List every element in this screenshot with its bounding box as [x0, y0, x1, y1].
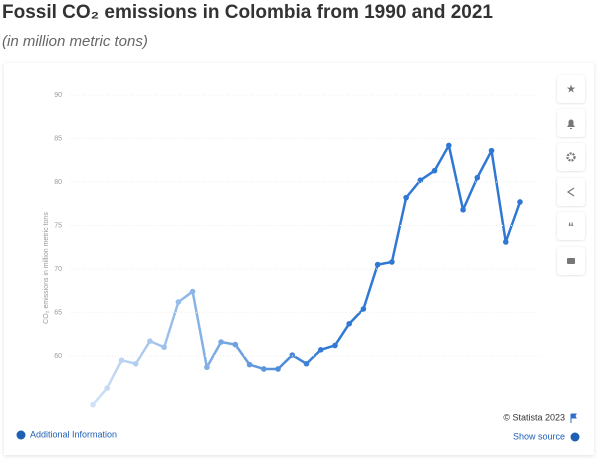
card	[4, 63, 594, 455]
bell-icon	[567, 119, 575, 129]
favorite-button[interactable]	[557, 75, 585, 103]
data-point	[275, 366, 281, 372]
y-tick-label: 85	[54, 135, 62, 142]
flag-icon	[570, 413, 577, 423]
plot	[90, 142, 523, 408]
data-point	[189, 288, 196, 295]
data-point	[261, 366, 267, 372]
data-point	[474, 174, 481, 181]
data-point	[104, 385, 111, 391]
data-point	[374, 261, 381, 268]
print-icon	[567, 258, 575, 264]
data-point	[218, 339, 224, 345]
y-tick-label: 90	[54, 92, 62, 99]
share-button[interactable]	[557, 178, 585, 206]
data-point	[204, 364, 210, 371]
cite-button[interactable]	[557, 212, 585, 240]
data-point	[132, 360, 139, 367]
data-point	[346, 320, 353, 327]
data-point	[147, 338, 153, 344]
credit: © Statista 2023	[503, 412, 565, 422]
y-tick-label: 75	[54, 222, 62, 229]
tool-buttons: ★ “	[557, 75, 585, 275]
data-point	[161, 344, 167, 351]
info-icon	[16, 430, 26, 440]
data-point	[118, 357, 125, 364]
data-point	[232, 341, 239, 348]
data-point	[175, 299, 182, 305]
y-tick-label: 60	[54, 353, 62, 360]
data-point	[431, 167, 438, 174]
data-point	[332, 342, 338, 349]
settings-button[interactable]	[557, 143, 585, 171]
data-point	[90, 401, 96, 408]
data-point	[389, 259, 395, 265]
chart-title: Fossil CO₂ emissions in Colombia from 19…	[2, 2, 493, 23]
data-point	[317, 347, 324, 353]
y-axis-label: CO₂ emissions in million metric tons	[43, 212, 50, 324]
data-point	[289, 352, 296, 358]
share-icon	[566, 187, 575, 197]
data-point	[502, 239, 509, 245]
data-point	[488, 147, 495, 154]
data-point	[460, 207, 466, 213]
source-icon	[570, 432, 580, 442]
y-tick-label: 80	[54, 179, 62, 186]
data-point	[360, 306, 367, 312]
chart-subtitle: (in million metric tons)	[2, 33, 148, 50]
additional-info-link[interactable]: Additional Information	[30, 429, 117, 439]
show-source-link[interactable]: Show source	[513, 431, 565, 441]
data-point	[446, 142, 452, 149]
y-tick-label: 70	[54, 266, 62, 273]
quote-icon: “	[568, 220, 574, 234]
gear-icon	[566, 152, 576, 162]
data-point	[303, 360, 310, 367]
y-tick-label: 65	[54, 309, 62, 316]
data-point	[517, 199, 523, 205]
data-point	[246, 361, 253, 368]
data-point	[403, 194, 409, 201]
star-icon: ★	[566, 83, 576, 95]
